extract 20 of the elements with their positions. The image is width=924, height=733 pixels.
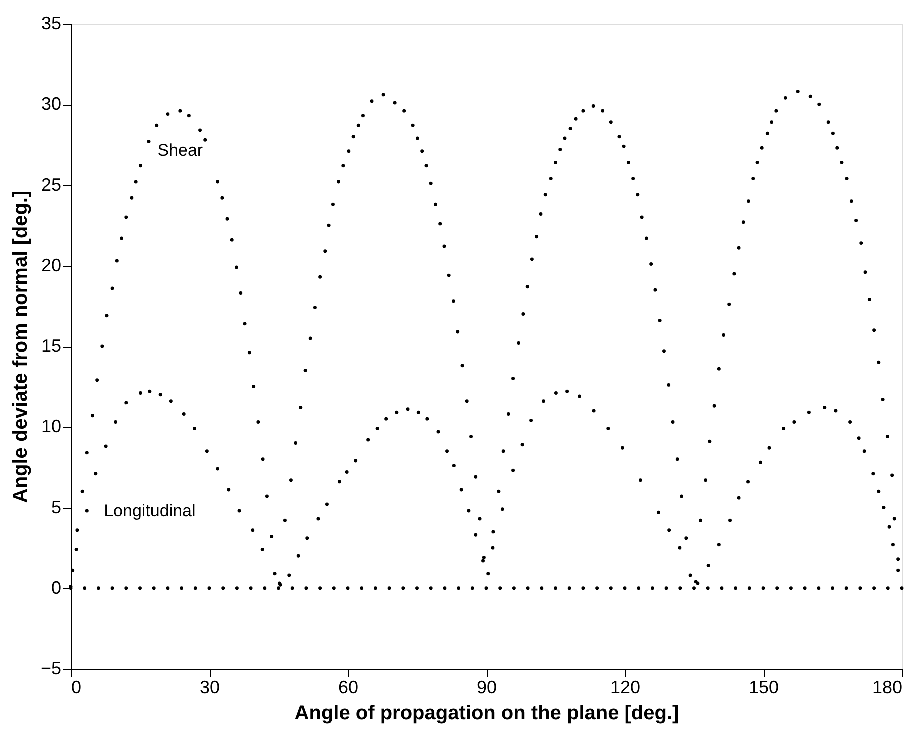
y-tick-label: 35 bbox=[41, 14, 62, 34]
y-tick-label: 30 bbox=[41, 94, 62, 114]
y-tick-label: 5 bbox=[51, 497, 62, 518]
x-tick-label: 60 bbox=[338, 678, 359, 698]
y-tick-label: 10 bbox=[41, 416, 62, 437]
series-label: Shear bbox=[158, 141, 204, 160]
x-tick-label: 30 bbox=[200, 678, 220, 698]
x-tick-label: 180 bbox=[872, 678, 902, 698]
y-axis-title: Angle deviate from normal [deg.] bbox=[10, 190, 32, 504]
y-tick-label: 0 bbox=[51, 578, 62, 598]
x-tick-label: 90 bbox=[476, 678, 498, 698]
series-label: Longitudinal bbox=[104, 502, 196, 521]
y-tick-label: 15 bbox=[41, 336, 62, 356]
y-tick-label: 20 bbox=[41, 255, 62, 276]
x-tick-label: 150 bbox=[748, 678, 780, 698]
y-tick-label: 25 bbox=[41, 174, 62, 195]
x-axis-title: Angle of propagation on the plane [deg.] bbox=[294, 702, 680, 724]
y-tick-label: −5 bbox=[40, 658, 62, 678]
x-tick-label: 0 bbox=[72, 678, 82, 698]
x-tick-label: 120 bbox=[610, 678, 641, 698]
